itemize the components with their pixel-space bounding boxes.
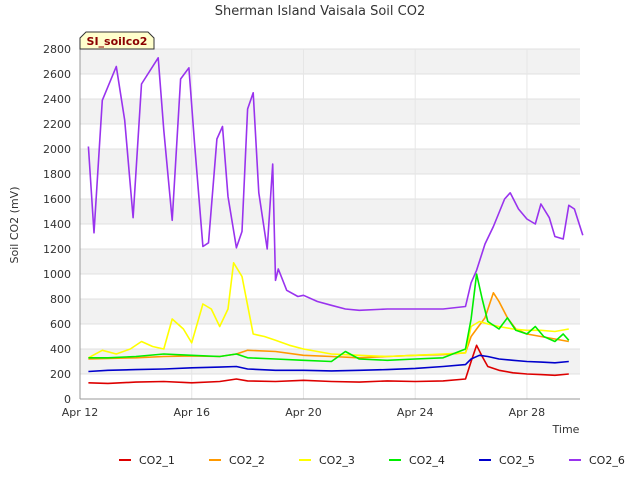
series-line-co2_4 [88,273,570,363]
plot-band [80,224,580,249]
legend-label-co2_6: CO2_6 [589,454,625,467]
legend-label-co2_2: CO2_2 [229,454,265,467]
y-tick-label: 2800 [43,43,71,56]
legend-label-co2_3: CO2_3 [319,454,355,467]
legend-label-co2_5: CO2_5 [499,454,535,467]
plot-band [80,374,580,399]
plot-band [80,174,580,199]
y-tick-label: 1400 [43,218,71,231]
y-tick-label: 1600 [43,193,71,206]
plot-band [80,274,580,299]
series-line-co2_6 [87,57,584,312]
y-tick-label: 200 [50,368,71,381]
x-tick-label: Apr 16 [173,406,210,419]
plot-band [80,149,580,174]
plot-band [80,199,580,224]
y-tick-label: 800 [50,293,71,306]
series-line-co2_5 [88,354,569,373]
y-tick-label: 1000 [43,268,71,281]
site-badge-label: SI_soilco2 [87,35,148,48]
chart-title: Sherman Island Vaisala Soil CO2 [215,4,425,19]
y-tick-label: 2400 [43,93,71,106]
series-lines [87,57,584,385]
plot-band [80,299,580,324]
legend: CO2_1 CO2_2 CO2_3 CO2_4 CO2_5 CO2_6 [119,454,625,467]
site-badge: SI_soilco2 [79,31,155,50]
x-tick-label: Apr 12 [62,406,99,419]
x-tick-label: Apr 28 [509,406,546,419]
series-line-co2_1 [88,344,569,385]
site-badge-box [79,31,155,50]
legend-label-co2_4: CO2_4 [409,454,445,467]
plot-band [80,49,580,74]
x-tick-label: Apr 20 [285,406,322,419]
y-tick-label: 1200 [43,243,71,256]
y-tick-label: 600 [50,318,71,331]
axes [79,49,580,400]
y-tick-label: 2000 [43,143,71,156]
plot-band [80,74,580,99]
y-tick-label: 1800 [43,168,71,181]
y-tick-label: 400 [50,343,71,356]
plot-area-bands [80,49,580,399]
x-tick-label: Apr 24 [397,406,434,419]
x-axis-title: Time [552,423,580,436]
y-tick-label: 0 [64,393,71,406]
legend-label-co2_1: CO2_1 [139,454,175,467]
plot-band [80,99,580,124]
y-tick-label: 2200 [43,118,71,131]
y-tick-label: 2600 [43,68,71,81]
y-axis-title: Soil CO2 (mV) [8,187,21,264]
plot-band [80,249,580,274]
series-line-co2_3 [88,262,569,359]
plot-band [80,124,580,149]
y-tick-labels: 0 200 400 600 800 1000 1200 1400 1600 1800 2000 220… [43,43,71,406]
x-tick-labels: Apr 12 Apr 16 Apr 20 Apr 24 Apr 28 [62,406,545,419]
